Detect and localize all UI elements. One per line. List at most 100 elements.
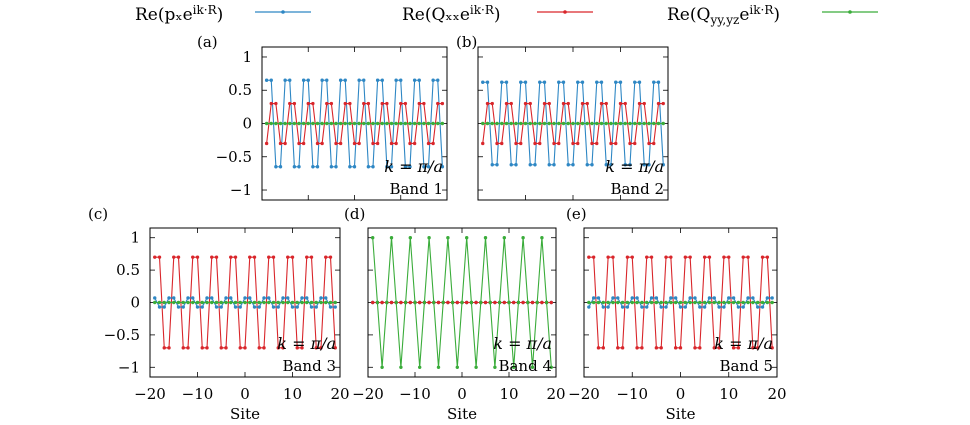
data-point [591,300,596,305]
data-point [727,300,731,305]
data-point [233,255,238,259]
data-point [599,101,604,106]
data-point [276,300,280,305]
data-point [314,305,318,309]
data-point [765,296,770,300]
data-point [176,255,181,259]
data-point [238,300,242,305]
data-point [566,121,570,126]
data-point [561,121,566,126]
data-point [656,121,661,126]
data-point [306,121,310,126]
data-point [274,165,278,169]
data-point [394,141,398,146]
series-px [264,78,445,169]
band-label: Band 5 [719,357,773,375]
data-point [366,121,371,126]
data-point [623,163,627,167]
data-point [661,101,665,106]
data-point [645,300,649,305]
data-point [380,101,384,106]
data-point [399,101,403,106]
data-point [616,296,620,300]
data-point [741,305,745,309]
data-point [338,121,343,126]
series-px [153,296,337,309]
data-point [408,300,412,305]
data-point [176,305,181,309]
data-point [338,141,343,146]
data-point [485,121,490,126]
data-point [181,305,185,309]
data-point [385,300,389,305]
data-point [664,305,668,309]
data-point [325,101,329,106]
data-point [557,121,561,126]
data-point [654,300,659,305]
data-point [591,255,596,259]
data-point [319,346,323,350]
data-point [320,121,324,126]
data-point [576,121,580,126]
data-point [153,300,157,305]
data-point [385,121,389,126]
data-point [698,305,702,309]
data-point [278,121,283,126]
data-point [614,141,618,146]
data-point [596,346,601,350]
legend-marker-qxx [563,10,567,14]
data-point [417,101,421,106]
data-point [549,300,553,305]
data-point [488,300,492,305]
data-point [352,141,357,146]
data-point [591,296,596,300]
data-point [329,101,334,106]
data-point [664,255,668,259]
data-point [731,300,736,305]
data-point [357,121,361,126]
data-point [595,141,599,146]
band-label: Band 2 [610,180,664,198]
data-point [297,165,301,169]
data-point [604,101,608,106]
data-point [328,305,333,309]
data-point [571,163,575,167]
data-point [542,80,547,84]
data-point [436,101,440,106]
y-tick-label: −0.5 [104,326,140,344]
data-point [625,300,630,305]
data-point [320,141,324,146]
data-point [601,346,605,350]
data-point [649,255,654,259]
data-point [673,346,678,350]
data-point [283,121,287,126]
data-point [309,300,314,305]
series-qyy [587,300,774,305]
data-point [618,80,623,84]
data-point [224,300,228,305]
series-qxx [587,255,774,350]
data-point [495,163,499,167]
data-point [426,141,431,146]
data-point [301,121,306,126]
data-point [688,296,692,300]
data-point [635,296,639,300]
data-point [604,121,608,126]
data-point [440,165,445,169]
data-point [186,296,190,300]
data-point [343,121,347,126]
data-point [770,296,774,300]
data-point [571,121,575,126]
data-point [509,163,513,167]
data-point [267,300,271,305]
x-tick-label: −10 [399,385,431,403]
x-tick-label: 0 [676,385,686,403]
data-point [483,236,488,240]
data-point [325,121,329,126]
data-point [493,300,497,305]
data-point [348,165,352,169]
data-point [269,121,273,126]
data-point [290,305,295,309]
data-point [495,121,499,126]
